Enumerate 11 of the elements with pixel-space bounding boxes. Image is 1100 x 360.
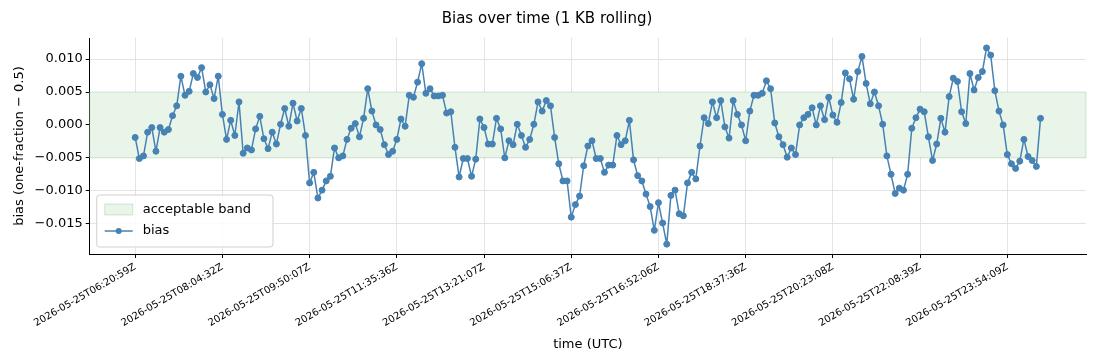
legend-label: bias <box>142 222 170 238</box>
y-tick-label: −0.010 <box>34 182 83 198</box>
y-tick-label: 0.010 <box>45 50 83 66</box>
y-tick-label: −0.005 <box>34 149 83 165</box>
chart-title: Bias over time (1 KB rolling) <box>441 8 653 27</box>
y-tick-label: 0.005 <box>45 83 83 99</box>
x-axis-title: time (UTC) <box>553 335 623 351</box>
y-tick-label: −0.015 <box>34 215 83 231</box>
legend-label: acceptable band <box>142 201 251 217</box>
y-tick-label: 0.000 <box>45 116 83 132</box>
y-axis-title: bias (one-fraction − 0.5) <box>11 66 27 226</box>
